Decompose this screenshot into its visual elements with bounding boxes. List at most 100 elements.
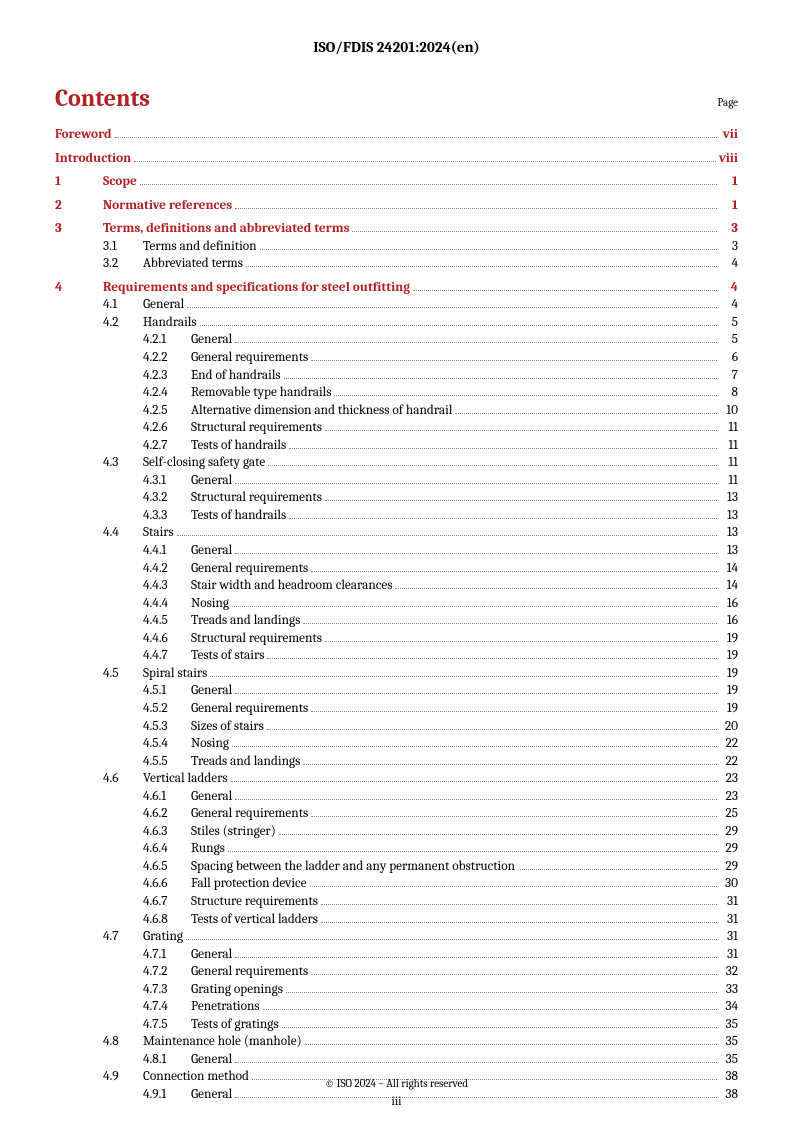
toc-leader bbox=[232, 746, 717, 747]
toc-entry[interactable]: 2Normative references1 bbox=[55, 197, 738, 215]
toc-entry[interactable]: 4.5.4Nosing22 bbox=[55, 735, 738, 753]
toc-number: 1 bbox=[55, 173, 103, 191]
toc-entry[interactable]: 4.4.4Nosing16 bbox=[55, 595, 738, 613]
toc-entry[interactable]: 4.6Vertical ladders23 bbox=[55, 770, 738, 788]
toc-page: 13 bbox=[720, 524, 738, 542]
toc-entry[interactable]: 4.7.3Grating openings33 bbox=[55, 981, 738, 999]
toc-page: 29 bbox=[720, 858, 738, 876]
toc-entry[interactable]: 4.3.3Tests of handrails13 bbox=[55, 507, 738, 525]
toc-entry[interactable]: 4.4.2General requirements14 bbox=[55, 560, 738, 578]
toc-entry[interactable]: 4.6.5Spacing between the ladder and any … bbox=[55, 858, 738, 876]
toc-page: 23 bbox=[720, 788, 738, 806]
toc-title: Tests of stairs bbox=[191, 647, 264, 665]
toc-leader bbox=[325, 500, 717, 501]
toc-entry[interactable]: 4.3.1General11 bbox=[55, 472, 738, 490]
toc-leader bbox=[235, 342, 717, 343]
toc-entry[interactable]: 4.4.1General13 bbox=[55, 542, 738, 560]
toc-leader bbox=[325, 641, 717, 642]
toc-number: 4.5.4 bbox=[143, 735, 191, 753]
toc-entry[interactable]: 4.6.3Stiles (stringer)29 bbox=[55, 823, 738, 841]
toc-entry[interactable]: 4.1General4 bbox=[55, 296, 738, 314]
toc-page: 25 bbox=[720, 805, 738, 823]
toc-entry[interactable]: 4.2.1General5 bbox=[55, 331, 738, 349]
toc-entry[interactable]: 4.5.3Sizes of stairs20 bbox=[55, 718, 738, 736]
toc-number: 4.5.1 bbox=[143, 682, 191, 700]
toc-page: 1 bbox=[720, 173, 738, 191]
toc-title: General bbox=[191, 472, 232, 490]
toc-entry[interactable]: 4.8Maintenance hole (manhole)35 bbox=[55, 1033, 738, 1051]
toc-entry[interactable]: 4.6.1General23 bbox=[55, 788, 738, 806]
toc-number: 4.4.4 bbox=[143, 595, 191, 613]
toc-entry[interactable]: Forewordvii bbox=[55, 126, 738, 144]
toc-entry[interactable]: 4.5Spiral stairs19 bbox=[55, 665, 738, 683]
page: ISO/FDIS 24201:2024(en) Contents Page Fo… bbox=[0, 0, 793, 1122]
toc-entry[interactable]: 4.4.3Stair width and headroom clearances… bbox=[55, 577, 738, 595]
toc-leader bbox=[235, 957, 717, 958]
toc-entry[interactable]: 4.5.5Treads and landings22 bbox=[55, 753, 738, 771]
toc-entry[interactable]: 4.6.8Tests of vertical ladders31 bbox=[55, 911, 738, 929]
toc-leader bbox=[231, 781, 717, 782]
toc-entry[interactable]: 4Requirements and specifications for ste… bbox=[55, 279, 738, 297]
toc-page: 29 bbox=[720, 840, 738, 858]
toc-entry[interactable]: 4.2.2General requirements6 bbox=[55, 349, 738, 367]
toc-leader bbox=[228, 851, 717, 852]
toc-entry[interactable]: 4.2.6Structural requirements11 bbox=[55, 419, 738, 437]
toc-page: 30 bbox=[720, 875, 738, 893]
toc-entry[interactable]: 4.7.2General requirements32 bbox=[55, 963, 738, 981]
toc-entry[interactable]: 4.7.1General31 bbox=[55, 946, 738, 964]
toc-title: Normative references bbox=[103, 197, 232, 215]
toc-entry[interactable]: 4.3Self-closing safety gate11 bbox=[55, 454, 738, 472]
toc-leader bbox=[187, 307, 717, 308]
toc-leader bbox=[235, 1062, 717, 1063]
toc-page: 34 bbox=[720, 998, 738, 1016]
toc-entry[interactable]: 3Terms, definitions and abbreviated term… bbox=[55, 220, 738, 238]
toc-entry[interactable]: 4.2.3End of handrails7 bbox=[55, 367, 738, 385]
toc-title: Grating bbox=[143, 928, 183, 946]
toc-entry[interactable]: 4.2Handrails5 bbox=[55, 314, 738, 332]
toc-entry[interactable]: 3.1Terms and definition3 bbox=[55, 238, 738, 256]
toc-leader bbox=[140, 184, 717, 185]
toc-page: 29 bbox=[720, 823, 738, 841]
toc-entry[interactable]: 4.4.5Treads and landings16 bbox=[55, 612, 738, 630]
toc-entry[interactable]: 4.7.5Tests of gratings35 bbox=[55, 1016, 738, 1034]
toc-title: Spiral stairs bbox=[143, 665, 207, 683]
toc-leader bbox=[186, 939, 717, 940]
toc-entry[interactable]: 4.5.2General requirements19 bbox=[55, 700, 738, 718]
toc-leader bbox=[325, 430, 717, 431]
toc-entry[interactable]: 4.7.4Penetrations34 bbox=[55, 998, 738, 1016]
toc-title: Structural requirements bbox=[191, 419, 322, 437]
toc-entry[interactable]: 1Scope1 bbox=[55, 173, 738, 191]
toc-entry[interactable]: 4.6.2General requirements25 bbox=[55, 805, 738, 823]
toc-entry[interactable]: 4.7Grating31 bbox=[55, 928, 738, 946]
toc-entry[interactable]: 4.4.7Tests of stairs19 bbox=[55, 647, 738, 665]
toc-entry[interactable]: 4.6.4Rungs29 bbox=[55, 840, 738, 858]
toc-page: 16 bbox=[720, 612, 738, 630]
toc-leader bbox=[305, 1044, 717, 1045]
toc-number: 4.4.3 bbox=[143, 577, 191, 595]
toc-entry[interactable]: 4.2.5Alternative dimension and thickness… bbox=[55, 402, 738, 420]
toc-number: 3.1 bbox=[103, 238, 143, 256]
toc-leader bbox=[279, 834, 717, 835]
toc-page: 3 bbox=[720, 220, 738, 238]
toc-page: 31 bbox=[720, 911, 738, 929]
toc-entry[interactable]: 4.4Stairs13 bbox=[55, 524, 738, 542]
toc-entry[interactable]: 4.2.7Tests of handrails11 bbox=[55, 437, 738, 455]
toc-entry[interactable]: 4.4.6Structural requirements19 bbox=[55, 630, 738, 648]
toc-entry[interactable]: 4.6.7Structure requirements31 bbox=[55, 893, 738, 911]
toc-title: General bbox=[191, 946, 232, 964]
toc-leader bbox=[310, 886, 718, 887]
toc-title: Scope bbox=[103, 173, 137, 191]
toc-entry[interactable]: 3.2Abbreviated terms4 bbox=[55, 255, 738, 273]
toc-number: 4.7 bbox=[103, 928, 143, 946]
toc-entry[interactable]: 4.5.1General19 bbox=[55, 682, 738, 700]
toc-entry[interactable]: 4.8.1General35 bbox=[55, 1051, 738, 1069]
toc-entry[interactable]: 4.2.4Removable type handrails8 bbox=[55, 384, 738, 402]
toc-entry[interactable]: 4.3.2Structural requirements13 bbox=[55, 489, 738, 507]
toc-number: 4.8.1 bbox=[143, 1051, 191, 1069]
toc-entry[interactable]: 4.6.6Fall protection device30 bbox=[55, 875, 738, 893]
toc-entry[interactable]: Introductionviii bbox=[55, 150, 738, 168]
toc-page: 31 bbox=[720, 946, 738, 964]
toc-leader bbox=[115, 137, 717, 138]
toc-leader bbox=[286, 992, 717, 993]
toc-page: 8 bbox=[720, 384, 738, 402]
